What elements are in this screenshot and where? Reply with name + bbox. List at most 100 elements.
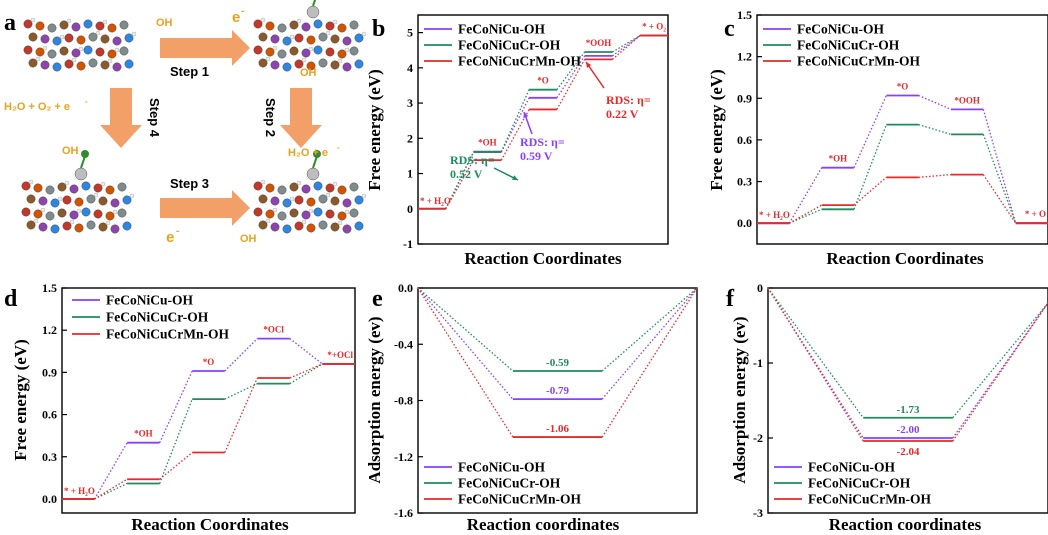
charts: b -1 0 1 2 3 4 5 Reaction Coordinates Free energy… <box>4 8 1048 534</box>
series-FeCoNiCu-OH <box>62 337 355 500</box>
y-tick-label: 0.9 <box>737 91 752 105</box>
atom <box>124 59 134 69</box>
panel-label: c <box>724 16 735 42</box>
atom <box>59 20 69 30</box>
atom <box>330 34 340 44</box>
y-tick-label: -0.8 <box>394 394 413 408</box>
series-FeCoNiCuCr-OH: -1.73 <box>767 287 1048 419</box>
legend-label: FeCoNiCuCr-OH <box>808 476 911 491</box>
atom <box>253 45 263 55</box>
hydrogen-atom <box>361 193 367 199</box>
step1-product: e <box>232 9 240 26</box>
hydrogen-atom <box>40 207 46 213</box>
state-label: *OCl <box>263 325 284 335</box>
rds-annotation: 0.59 V <box>520 149 553 163</box>
adsorbate-bond <box>312 0 317 7</box>
step2-label: Step 2 <box>263 98 278 137</box>
atom <box>253 207 263 217</box>
connector <box>159 398 193 484</box>
connector <box>612 34 641 53</box>
hydrogen-atom <box>296 180 302 186</box>
hydrogen-atom <box>301 219 307 225</box>
connector <box>159 452 193 480</box>
connector <box>289 338 323 365</box>
connector <box>982 174 1017 224</box>
connector <box>159 370 193 443</box>
state-label: *OOH <box>586 38 612 48</box>
adsorption-site <box>74 167 88 181</box>
chart-c: c 0.0 0.3 0.6 0.9 1.2 1.5 Reaction Coordinates F… <box>707 8 1048 268</box>
atom <box>62 195 72 205</box>
hydrogen-atom <box>260 17 266 23</box>
atom <box>270 34 280 44</box>
atom <box>301 184 311 194</box>
atom <box>119 46 129 56</box>
y-tick-label: 1.2 <box>737 50 752 64</box>
atom <box>349 208 359 218</box>
atom <box>21 181 31 191</box>
atom <box>28 32 38 42</box>
atom <box>325 47 335 57</box>
legend-label: FeCoNiCuCrMn-OH <box>808 492 931 507</box>
atom <box>282 224 292 234</box>
step2-product-sup: - <box>337 143 340 152</box>
atom <box>100 60 110 70</box>
atom <box>325 209 335 219</box>
y-tick-label: 5 <box>407 26 413 40</box>
hydrogen-atom <box>33 218 39 224</box>
series-FeCoNiCuCrMn-OH: -1.06 <box>417 287 698 438</box>
atom <box>100 34 110 44</box>
atom <box>124 33 134 43</box>
atom <box>342 36 352 46</box>
atom <box>325 183 335 193</box>
connector <box>94 478 128 500</box>
y-axis-label: Adsorption energy (ev) <box>365 316 384 483</box>
atom <box>294 195 304 205</box>
legend-label: FeCoNiCuCrMn-OH <box>458 54 581 69</box>
hydrogen-atom <box>95 30 101 36</box>
hydrogen-atom <box>76 208 82 214</box>
atom <box>122 221 132 231</box>
atom <box>349 46 359 56</box>
connector <box>952 302 1048 419</box>
catalyst-slab-top-left <box>23 17 137 72</box>
atom <box>277 211 287 221</box>
hydrogen-atom <box>308 46 314 52</box>
atom <box>349 20 359 30</box>
atom <box>74 197 84 207</box>
atom <box>265 183 275 193</box>
atom <box>349 182 359 192</box>
atom <box>23 45 33 55</box>
connector <box>445 159 475 210</box>
connector <box>556 55 586 99</box>
step1-arrow <box>160 30 250 66</box>
adsorbate-atom <box>81 150 89 158</box>
atom <box>64 33 74 43</box>
legend-label: FeCoNiCuCr-OH <box>458 38 561 53</box>
hydrogen-atom <box>361 31 367 37</box>
connector <box>612 34 641 57</box>
atom <box>71 22 81 32</box>
hydrogen-atom <box>272 45 278 51</box>
connector <box>767 287 864 442</box>
atom <box>306 35 316 45</box>
atom <box>270 196 280 206</box>
value-label: -1.06 <box>546 423 569 435</box>
atom <box>289 46 299 56</box>
y-tick-label: 0 <box>757 281 763 295</box>
rds-annotation: 0.22 V <box>606 107 639 121</box>
connector <box>500 109 530 161</box>
chart-b: b -1 0 1 2 3 4 5 Reaction Coordinates Free energy… <box>365 14 669 268</box>
annotation-arrowhead <box>523 112 529 118</box>
annotation-arrowhead <box>586 62 592 68</box>
connector <box>853 176 887 206</box>
atom <box>95 21 105 31</box>
hydrogen-atom <box>35 56 41 62</box>
legend-label: FeCoNiCu-OH <box>458 460 545 475</box>
y-tick-label: -1 <box>753 356 763 370</box>
atom <box>313 19 323 29</box>
atom <box>313 181 323 191</box>
atom <box>354 221 364 231</box>
atom <box>88 32 98 42</box>
connector <box>224 338 258 372</box>
